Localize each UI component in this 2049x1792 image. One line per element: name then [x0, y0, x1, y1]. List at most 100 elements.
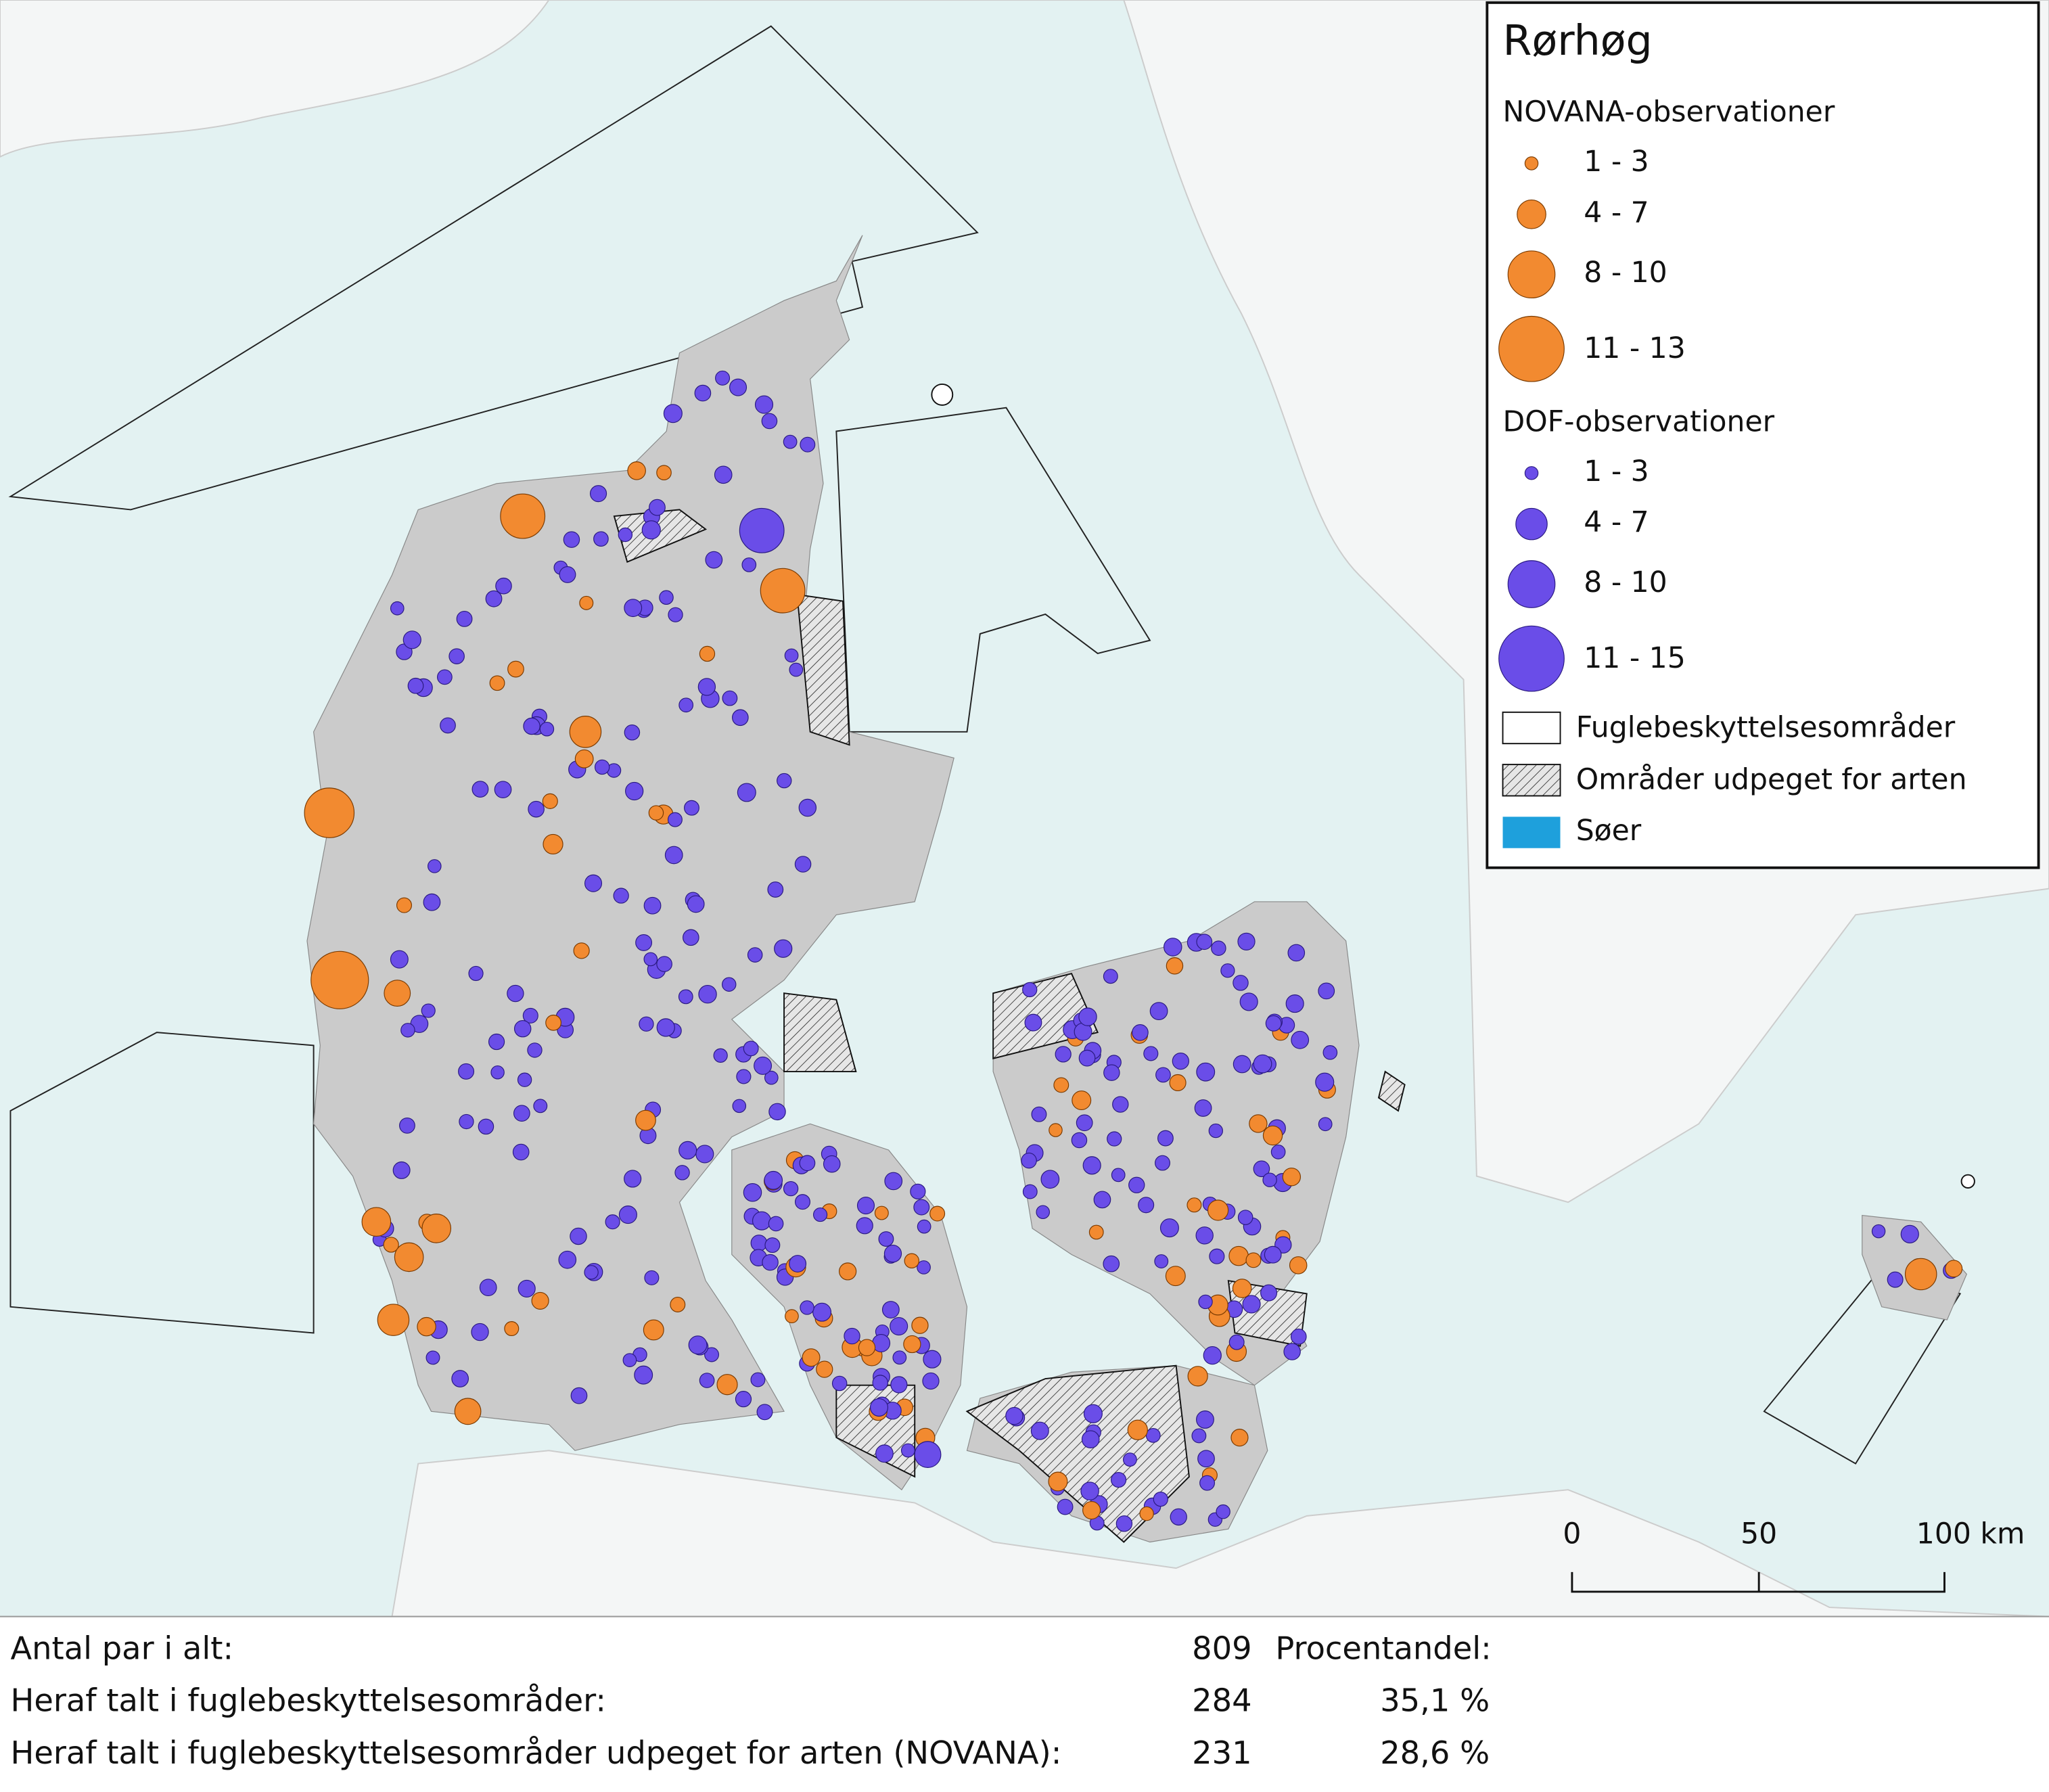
observation-dot [1145, 1427, 1161, 1443]
observation-dot [618, 527, 633, 543]
observation-dot [407, 677, 424, 694]
observation-dot [507, 984, 524, 1003]
observation-dot [1049, 1123, 1063, 1137]
observation-dot [504, 1321, 520, 1337]
scale-label: 50 [1741, 1517, 1777, 1550]
observation-dot [488, 1033, 505, 1051]
legend-swatch [1517, 199, 1546, 229]
observation-dot [613, 888, 629, 904]
observation-dot [1111, 1168, 1126, 1182]
observation-dot [917, 1219, 931, 1234]
observation-dot [558, 1250, 577, 1269]
observation-dot [584, 874, 603, 892]
observation-dot [392, 1161, 411, 1179]
observation-dot [1155, 1155, 1170, 1171]
observation-dot [573, 942, 590, 959]
observation-dot [705, 551, 723, 569]
observation-dot [459, 1113, 474, 1130]
observation-dot [1031, 1106, 1047, 1122]
observation-dot [624, 599, 643, 618]
observation-dot [517, 1072, 532, 1087]
observation-dot [377, 1304, 410, 1336]
observation-dot [764, 1237, 781, 1254]
observation-dot [910, 1183, 926, 1200]
observation-dot [1233, 975, 1249, 991]
legend-label: Søer [1576, 814, 1642, 848]
observation-dot [714, 465, 733, 484]
observation-dot [1103, 1064, 1120, 1081]
observation-dot [904, 1253, 920, 1269]
observation-dot [1111, 1471, 1127, 1488]
observation-dot [1237, 1210, 1253, 1225]
legend-swatch [1502, 711, 1561, 745]
island [1960, 1174, 1975, 1189]
observation-dot [917, 1260, 931, 1274]
observation-dot [622, 1353, 637, 1367]
observation-dot [528, 800, 545, 818]
observation-dot [1871, 1224, 1886, 1239]
observation-dot [625, 781, 644, 801]
observation-dot [639, 1016, 654, 1032]
observation-dot [1157, 1130, 1174, 1147]
observation-dot [310, 950, 369, 1009]
observation-dot [783, 434, 798, 449]
legend-swatch [1515, 507, 1548, 541]
observation-dot [1904, 1258, 1937, 1291]
observation-dot [471, 1323, 489, 1341]
observation-dot [1216, 1504, 1230, 1519]
observation-dot [1945, 1260, 1963, 1278]
observation-dot [1082, 1500, 1101, 1520]
observation-dot [794, 1194, 810, 1210]
observation-dot [1285, 994, 1304, 1013]
observation-dot [542, 793, 558, 809]
observation-dot [764, 1070, 779, 1085]
eez-kattegat [835, 407, 1151, 733]
observation-dot [688, 1335, 708, 1355]
observation-dot [1081, 1430, 1100, 1448]
observation-dot [1022, 1184, 1038, 1199]
legend-label: 11 - 15 [1584, 642, 1685, 675]
observation-dot [440, 717, 456, 734]
observation-dot [605, 1214, 620, 1230]
observation-dot [1282, 1168, 1302, 1187]
norway [0, 0, 550, 158]
island [931, 383, 954, 406]
legend-swatch [1524, 466, 1539, 480]
observation-dot [698, 984, 717, 1004]
observation-dot [743, 1040, 759, 1057]
observation-dot [1260, 1284, 1278, 1302]
observation-dot [627, 461, 646, 480]
observation-dot [304, 787, 355, 838]
observation-dot [741, 557, 757, 572]
observation-dot [785, 1309, 799, 1324]
legend-swatch [1502, 764, 1561, 797]
scale-bar [1571, 1571, 1946, 1593]
observation-dot [643, 952, 658, 967]
observation-dot [1211, 940, 1226, 956]
legend-swatch [1524, 156, 1539, 170]
legend-label: 4 - 7 [1584, 196, 1649, 229]
observation-dot [1198, 1294, 1213, 1310]
observation-dot [500, 493, 546, 539]
observation-dot [656, 1018, 675, 1037]
observation-dot [721, 977, 737, 992]
observation-dot [754, 1056, 773, 1075]
observation-dot [522, 1007, 538, 1024]
observation-dot [1291, 1030, 1310, 1049]
observation-dot [667, 812, 683, 827]
observation-dot [1230, 1429, 1249, 1447]
observation-dot [881, 1301, 900, 1318]
observation-dot [1132, 1024, 1149, 1041]
observation-dot [1159, 1218, 1179, 1238]
observation-dot [1194, 1099, 1212, 1117]
observation-dot [1318, 982, 1335, 1000]
observation-dot [531, 1291, 549, 1310]
observation-dot [1199, 1475, 1216, 1491]
observation-dot [437, 669, 453, 685]
observation-dot [643, 1319, 664, 1341]
observation-dot [618, 1205, 637, 1224]
observation-dot [1262, 1172, 1277, 1187]
observation-dot [1107, 1131, 1122, 1147]
observation-dot [913, 1199, 930, 1216]
observation-dot [1078, 1007, 1097, 1026]
